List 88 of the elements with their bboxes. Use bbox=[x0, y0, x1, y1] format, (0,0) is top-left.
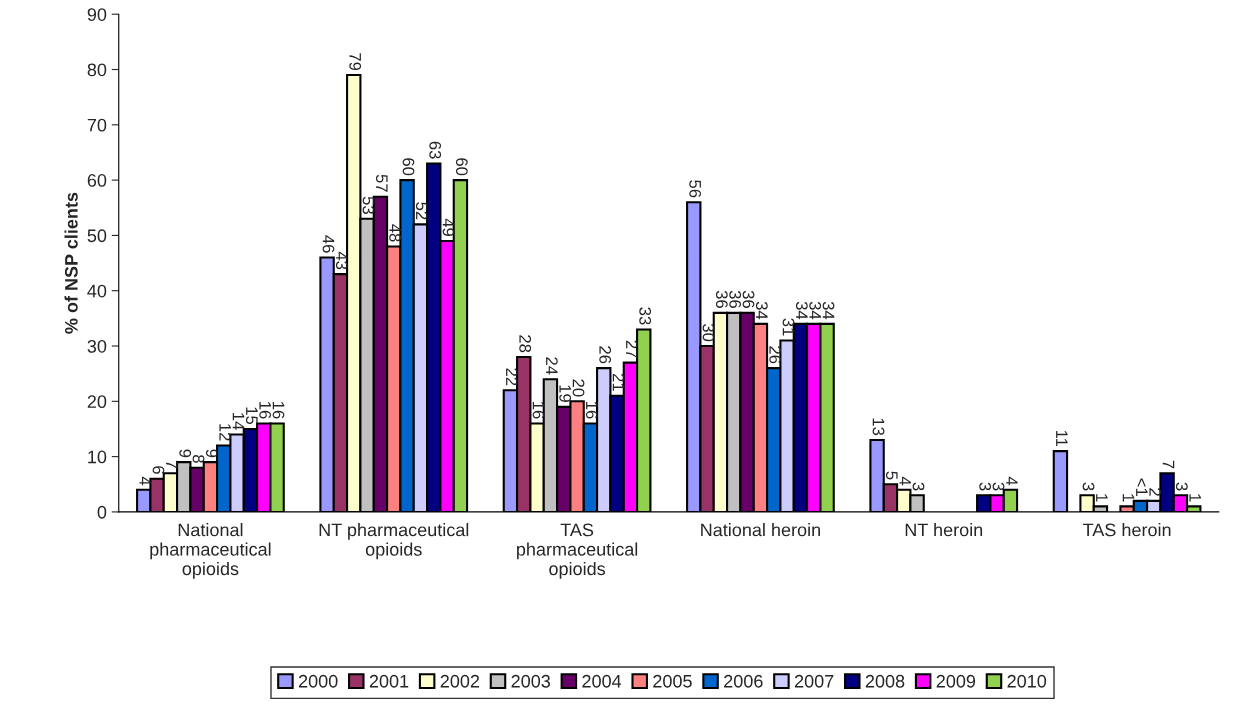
legend-label: 2004 bbox=[582, 674, 622, 688]
y-tick-label: 10 bbox=[88, 450, 107, 464]
y-tick-label: 50 bbox=[87, 229, 107, 243]
data-label: 22 bbox=[506, 368, 518, 386]
legend-label: 2006 bbox=[724, 674, 763, 688]
data-label: 31 bbox=[782, 318, 795, 336]
legend-label: 2008 bbox=[865, 674, 905, 688]
data-label: 13 bbox=[872, 418, 885, 436]
legend-label: 2000 bbox=[298, 674, 338, 688]
data-label: 49 bbox=[442, 218, 455, 236]
data-label: 4 bbox=[899, 476, 911, 486]
data-label: 26 bbox=[599, 346, 612, 364]
data-label: 3 bbox=[912, 482, 925, 491]
data-label: 16 bbox=[585, 402, 598, 419]
y-tick-label: 20 bbox=[87, 395, 107, 409]
data-label: 56 bbox=[689, 180, 702, 198]
data-label: 34 bbox=[755, 301, 768, 320]
data-label: 24 bbox=[546, 357, 558, 375]
data-label: 27 bbox=[626, 340, 638, 358]
data-label: 57 bbox=[375, 174, 388, 192]
legend-label: 2002 bbox=[440, 674, 480, 688]
y-tick-label: 80 bbox=[87, 63, 107, 77]
data-label: 1 bbox=[1096, 494, 1108, 502]
data-label: 30 bbox=[702, 323, 715, 342]
data-label: 28 bbox=[519, 335, 532, 353]
data-label: 33 bbox=[639, 307, 652, 325]
data-label: <1 bbox=[1136, 478, 1148, 496]
y-tick-label: 60 bbox=[87, 174, 107, 187]
y-tick-label: 40 bbox=[87, 284, 107, 298]
data-label: 16 bbox=[259, 402, 272, 419]
data-label: 7 bbox=[1162, 460, 1175, 469]
data-label: 5 bbox=[885, 471, 898, 480]
legend-label: 2010 bbox=[1007, 674, 1047, 688]
data-label: 9 bbox=[205, 449, 218, 458]
data-label: 11 bbox=[1056, 430, 1068, 447]
data-label: 36 bbox=[715, 290, 728, 308]
data-label: 21 bbox=[612, 373, 625, 391]
data-label: 4 bbox=[1006, 476, 1018, 486]
data-label: 79 bbox=[349, 53, 362, 71]
x-tick-label: NT pharmaceutical opioids bbox=[319, 523, 469, 560]
data-label: 19 bbox=[559, 385, 572, 402]
data-label: 48 bbox=[389, 224, 402, 242]
data-label: 34 bbox=[809, 301, 822, 320]
y-tick-label: 90 bbox=[87, 8, 107, 21]
data-label: 3 bbox=[992, 482, 1005, 491]
data-label: 3 bbox=[1175, 482, 1188, 491]
data-label: 43 bbox=[335, 251, 348, 270]
data-label: 63 bbox=[429, 141, 442, 159]
data-label: 6 bbox=[152, 466, 165, 474]
data-label: 20 bbox=[572, 379, 585, 397]
data-label: 34 bbox=[795, 301, 808, 320]
x-tick-label: TAS pharmaceutical opioids bbox=[517, 523, 638, 579]
data-label: 1 bbox=[1122, 494, 1135, 502]
data-label: 2 bbox=[1149, 488, 1162, 496]
data-label: 15 bbox=[245, 407, 258, 425]
legend-label: 2005 bbox=[653, 674, 692, 688]
data-label: 14 bbox=[232, 413, 245, 430]
data-label: 16 bbox=[272, 402, 285, 419]
x-tick-label: NT heroin bbox=[905, 523, 983, 537]
y-tick-label: 0 bbox=[97, 505, 107, 519]
data-label: 34 bbox=[822, 301, 835, 320]
legend-label: 2003 bbox=[511, 674, 551, 688]
data-label: 8 bbox=[192, 454, 205, 463]
legend-label: 2001 bbox=[369, 674, 409, 688]
data-label: 60 bbox=[455, 158, 468, 176]
data-label: 1 bbox=[1189, 494, 1201, 502]
y-tick-label: 30 bbox=[87, 339, 107, 353]
data-label: 52 bbox=[415, 202, 428, 220]
data-label: 36 bbox=[729, 290, 742, 308]
legend-label: 2007 bbox=[794, 674, 834, 688]
data-label: 12 bbox=[219, 424, 232, 441]
x-tick-label: National pharmaceutical opioids bbox=[150, 523, 271, 579]
data-label: 26 bbox=[769, 346, 782, 364]
data-label: 3 bbox=[979, 482, 992, 491]
data-label: 36 bbox=[742, 290, 755, 308]
x-tick-label: National heroin bbox=[701, 523, 820, 537]
data-label: 9 bbox=[179, 449, 192, 458]
data-label: 3 bbox=[1082, 482, 1095, 491]
y-axis-title: % of NSP clients bbox=[64, 192, 78, 334]
data-label: 60 bbox=[402, 158, 415, 176]
x-tick-label: TAS heroin bbox=[1083, 523, 1171, 537]
data-label: 16 bbox=[532, 402, 545, 419]
data-label: 4 bbox=[139, 476, 151, 486]
data-label: 46 bbox=[322, 235, 335, 253]
data-label: 7 bbox=[166, 460, 178, 469]
data-label: 53 bbox=[362, 196, 375, 214]
legend-label: 2009 bbox=[936, 674, 976, 688]
y-tick-label: 70 bbox=[87, 118, 107, 132]
